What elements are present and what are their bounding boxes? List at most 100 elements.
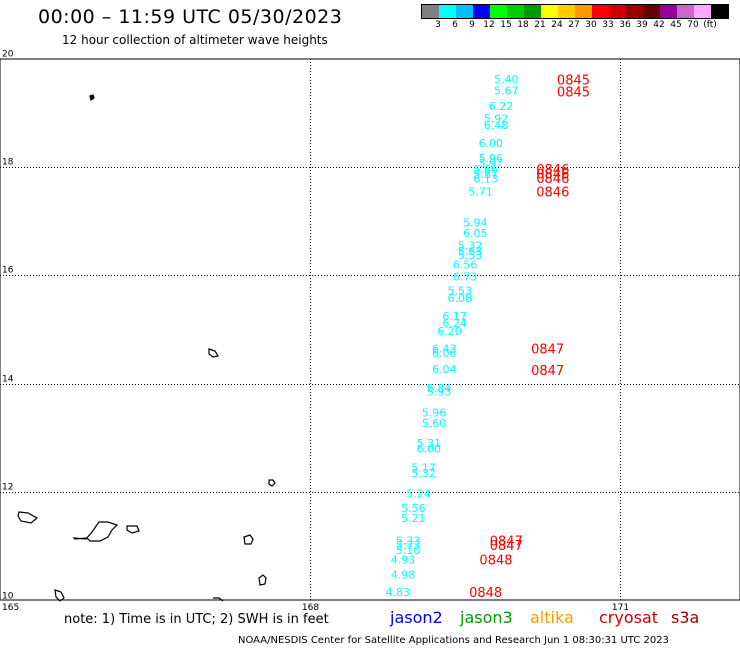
legend-tick-label: 33: [602, 20, 614, 30]
island-outline: [208, 348, 219, 358]
wave-height-value: 5.40: [494, 73, 519, 86]
legend-tick-label: 21: [534, 20, 546, 30]
lon-tick-label: 165: [2, 603, 19, 613]
wave-height-value: 6.13: [473, 173, 498, 186]
legend-swatch: [592, 5, 609, 18]
wave-height-value: 6.43: [432, 342, 457, 355]
wave-height-value: 5.71: [468, 186, 493, 199]
legend-swatch: [558, 5, 575, 18]
legend-swatch: [439, 5, 456, 18]
legend-tick-label: 39: [636, 20, 648, 30]
satellite-name-s3a: s3a: [671, 608, 700, 627]
island-outline: [258, 574, 267, 586]
pass-time-label: 0847: [490, 539, 523, 554]
island-outline: [268, 479, 276, 487]
pass-time-label: 0846: [536, 186, 569, 201]
lat-tick-label: 20: [2, 50, 14, 60]
wave-height-value: 5.84: [427, 382, 452, 395]
color-scale-legend: 3 6 9 12 15 18 21 24 27 30 33 36 39 42 45 70 (ft): [421, 4, 729, 31]
wave-height-value: 5.93: [427, 386, 452, 399]
island-outline: [17, 511, 39, 524]
legend-tick-label: 42: [653, 20, 665, 30]
pass-time-label: 0848: [479, 553, 512, 568]
legend-swatch: [694, 5, 711, 18]
wave-height-value: 5.56: [401, 502, 426, 515]
wave-height-value: 5.32: [411, 467, 436, 480]
island-outline: [89, 94, 95, 101]
lat-tick-label: 10: [2, 592, 14, 602]
legend-swatch: [677, 5, 694, 18]
pass-time-label: 0846: [536, 163, 569, 178]
wave-height-value: 5.97: [479, 157, 504, 170]
legend-swatch: [626, 5, 643, 18]
island-outline: [54, 589, 65, 602]
wave-height-value: 5.33: [396, 534, 421, 547]
legend-tick-label: 3: [435, 20, 441, 30]
island-outline: [243, 534, 254, 545]
legend-tick-label: 12: [483, 20, 495, 30]
wave-height-value: 5.32: [458, 240, 483, 253]
pass-time-label: 0845: [557, 74, 590, 89]
legend-tick-label: (ft): [703, 20, 717, 30]
pass-time-label: 0847: [531, 342, 564, 357]
wave-height-value: 6.06: [432, 347, 457, 360]
lat-lon-grid: 165168171174177201816141210: [0, 50, 740, 613]
legend-swatch: [456, 5, 473, 18]
legend-tick-label: 18: [517, 20, 529, 30]
pass-time-label: 0847: [531, 364, 564, 379]
wave-height-value: 6.73: [453, 270, 478, 283]
satellite-name-jason3: jason3: [460, 608, 513, 627]
lat-tick-label: 16: [2, 266, 14, 276]
wave-height-value: 5.96: [422, 406, 447, 419]
wave-height-value: 5.96: [479, 152, 504, 165]
wave-height-value: 6.05: [463, 227, 488, 240]
island-outline: [72, 521, 119, 542]
wave-height-value: 6.04: [432, 363, 457, 376]
wave-height-value: 6.24: [442, 317, 467, 330]
pass-time-label: 0846: [536, 168, 569, 183]
satellite-name-cryosat: cryosat: [599, 608, 659, 627]
wave-height-value: 5.63: [458, 245, 483, 258]
wave-height-value: 6.00: [417, 443, 442, 456]
pass-time-label: 0847: [490, 534, 523, 549]
wave-height-tracks: 4.875.195.314.535.286.496.776.806.835.52…: [386, 73, 519, 599]
wave-height-value: 5.53: [458, 249, 483, 262]
wave-height-value: 5.10: [396, 544, 421, 557]
legend-tick-label: 24: [551, 20, 563, 30]
wave-height-value: 5.66: [473, 163, 498, 176]
legend-tick-label: 45: [670, 20, 682, 30]
legend-tick-label: 70: [687, 20, 699, 30]
wave-height-value: 4.98: [391, 569, 416, 582]
satellite-name-altika: altika: [530, 608, 574, 627]
island-outlines: [17, 94, 276, 602]
lon-tick-label: 168: [302, 603, 319, 613]
lat-tick-label: 18: [2, 158, 14, 168]
footer-credit: NOAA/NESDIS Center for Satellite Applica…: [238, 635, 669, 646]
pass-time-label: 0846: [536, 172, 569, 187]
wave-height-value: 6.20: [437, 325, 462, 338]
footer-note: note: 1) Time is in UTC; 2) SWH is in fe…: [64, 612, 329, 627]
satellite-name-jason2: jason2: [390, 608, 443, 627]
island-outline: [126, 525, 140, 534]
wave-height-value: 4.83: [386, 586, 411, 599]
legend-swatch: [507, 5, 524, 18]
legend-swatch: [660, 5, 677, 18]
island-outline: [213, 597, 224, 602]
legend-tick-label: 15: [500, 20, 512, 30]
legend-swatch: [575, 5, 592, 18]
legend-color-bar: [421, 4, 729, 19]
legend-swatch: [524, 5, 541, 18]
legend-tick-labels: 3 6 9 12 15 18 21 24 27 30 33 36 39 42 45 70 (ft): [421, 19, 729, 31]
wave-height-value: 5.87: [473, 168, 498, 181]
wave-height-value: 5.92: [484, 113, 509, 126]
legend-tick-label: 9: [469, 20, 475, 30]
legend-tick-label: 36: [619, 20, 631, 30]
pass-time-labels: 0845084508460846084608460847084708470847…: [469, 74, 590, 601]
wave-height-value: 5.60: [422, 417, 447, 430]
map-title: 00:00 – 11:59 UTC 05/30/2023: [38, 6, 343, 28]
lon-tick-label: 171: [612, 603, 629, 613]
lat-tick-label: 14: [2, 375, 14, 385]
legend-swatch: [541, 5, 558, 18]
wave-height-value: 6.56: [453, 259, 478, 272]
wave-height-value: 6.22: [489, 100, 514, 113]
